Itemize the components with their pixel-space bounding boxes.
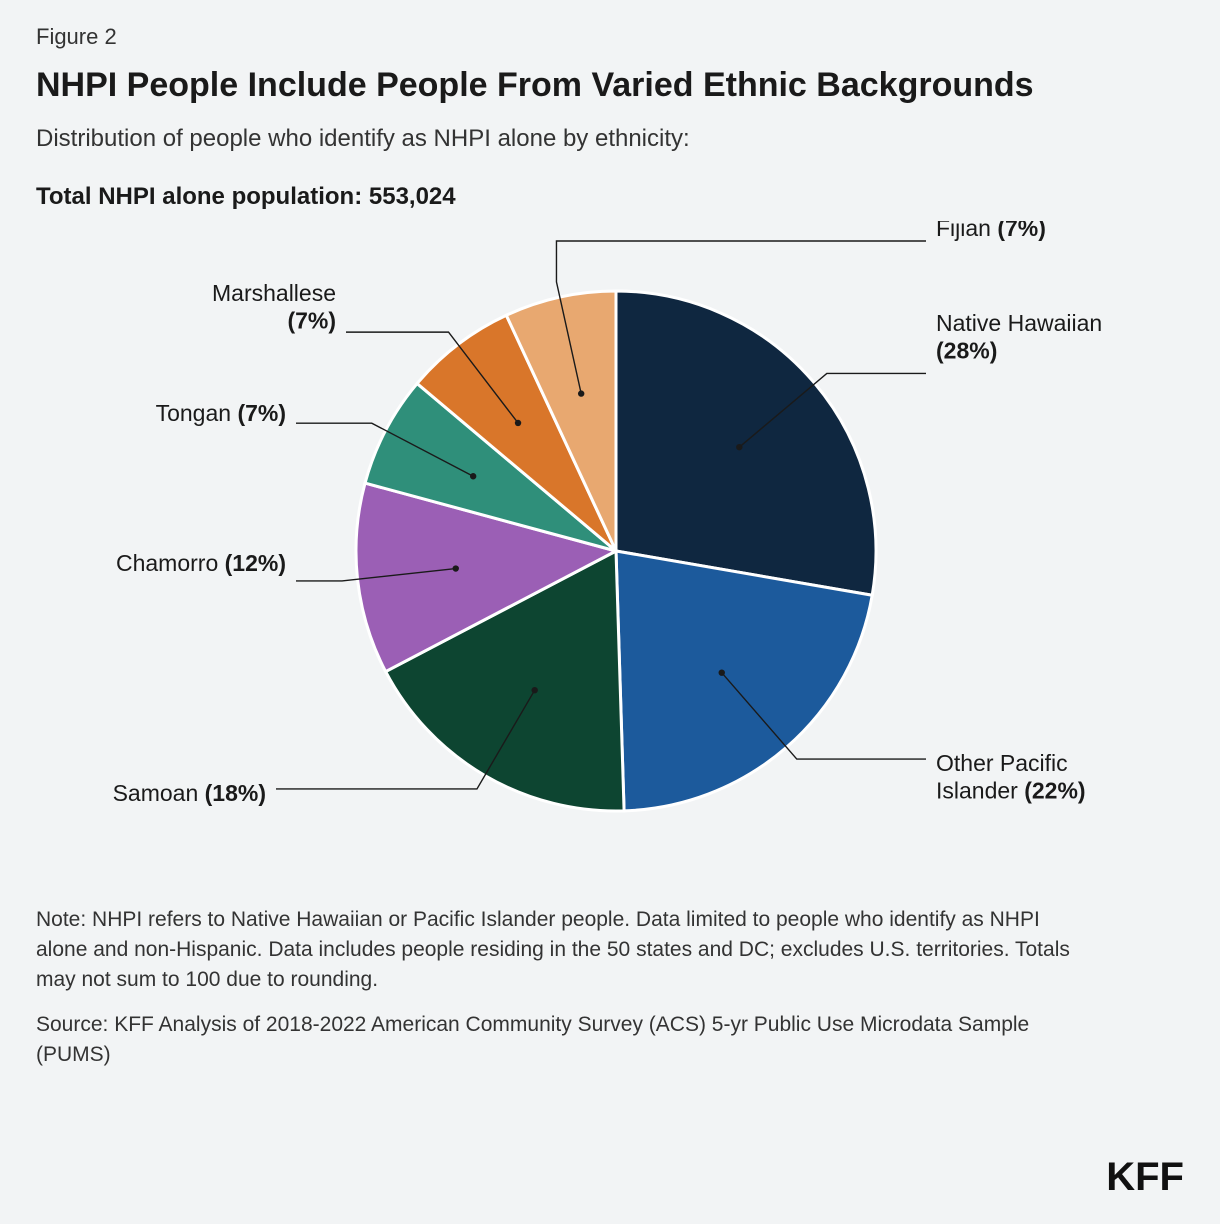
slice-label: Marshallese(7%) (212, 280, 336, 334)
slice-label: Other PacificIslander (22%) (936, 750, 1086, 804)
chart-subtitle: Distribution of people who identify as N… (36, 125, 1184, 153)
slice-label: Tongan (7%) (156, 400, 286, 426)
pie-svg: Native Hawaiian(28%) Other PacificIslande… (36, 221, 1184, 881)
chart-title: NHPI People Include People From Varied E… (36, 64, 1184, 107)
pie-slice (616, 291, 876, 595)
slice-label: Samoan (18%) (113, 780, 266, 806)
total-population: Total NHPI alone population: 553,024 (36, 183, 1184, 211)
slice-label: Native Hawaiian(28%) (936, 310, 1102, 364)
chart-source: Source: KFF Analysis of 2018-2022 Americ… (36, 1010, 1036, 1071)
brand-logo: KFF (1106, 1155, 1184, 1200)
pie-slice (616, 551, 872, 811)
slice-label: Chamorro (12%) (116, 550, 286, 576)
chart-note: Note: NHPI refers to Native Hawaiian or … (36, 905, 1076, 996)
figure-number: Figure 2 (36, 24, 1184, 50)
slice-label: Fijian (7%) (936, 221, 1046, 241)
figure-container: Figure 2 NHPI People Include People From… (0, 0, 1220, 1224)
pie-chart: Native Hawaiian(28%) Other PacificIslande… (36, 221, 1184, 881)
